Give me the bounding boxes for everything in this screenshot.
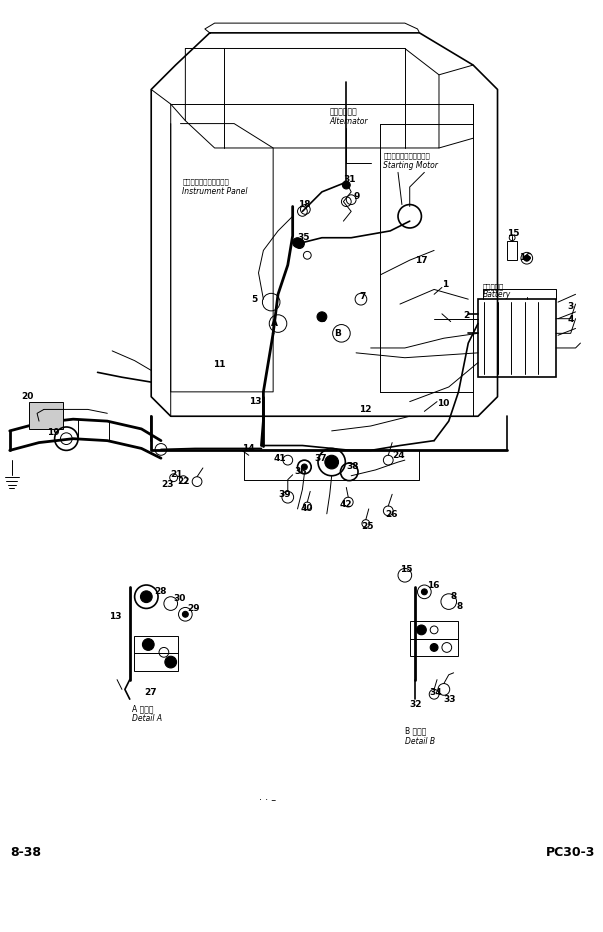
Text: 41: 41: [273, 454, 286, 462]
Text: 26: 26: [385, 511, 398, 519]
Text: 24: 24: [392, 451, 405, 459]
Bar: [30, 402, 63, 429]
Text: 33: 33: [444, 694, 456, 704]
Text: 1: 1: [442, 280, 448, 289]
Text: 11: 11: [213, 360, 225, 369]
Circle shape: [417, 625, 426, 635]
Text: A: A: [271, 319, 277, 328]
Circle shape: [524, 255, 529, 261]
Text: スターティングモーター: スターティングモーター: [384, 153, 430, 159]
Text: インスツルメントパネル: インスツルメントパネル: [183, 179, 229, 185]
Text: 27: 27: [144, 688, 157, 697]
Text: 34: 34: [429, 688, 442, 697]
Text: 9: 9: [353, 192, 359, 201]
Text: 31: 31: [343, 174, 356, 184]
Text: 37: 37: [314, 454, 327, 462]
Text: 5: 5: [251, 295, 258, 304]
Text: 12: 12: [359, 404, 371, 414]
Text: 8: 8: [450, 592, 457, 601]
Text: Instrument Panel: Instrument Panel: [183, 187, 248, 197]
Text: 22: 22: [177, 477, 190, 487]
Circle shape: [302, 464, 308, 470]
Bar: [134, 636, 177, 653]
Circle shape: [142, 638, 154, 651]
Text: · · –: · · –: [259, 795, 276, 804]
Text: 19: 19: [47, 429, 60, 437]
Circle shape: [292, 238, 303, 248]
Text: 28: 28: [154, 587, 166, 596]
Text: B: B: [334, 329, 341, 337]
Text: 8-38: 8-38: [10, 846, 41, 858]
Text: 38: 38: [346, 461, 359, 471]
Text: 25: 25: [361, 522, 373, 531]
Text: 13: 13: [109, 611, 122, 621]
Circle shape: [325, 455, 338, 469]
Text: 36: 36: [295, 467, 307, 476]
Text: Battery: Battery: [483, 290, 511, 299]
Circle shape: [421, 589, 428, 595]
Circle shape: [140, 591, 152, 603]
Text: 3: 3: [568, 302, 574, 310]
Circle shape: [343, 181, 350, 189]
Bar: [507, 240, 517, 260]
Bar: [478, 299, 556, 377]
Circle shape: [295, 239, 305, 249]
Bar: [134, 653, 177, 671]
Text: 42: 42: [339, 500, 352, 509]
Text: 29: 29: [188, 604, 200, 613]
Text: 8: 8: [456, 602, 463, 611]
Text: 35: 35: [297, 233, 310, 242]
Text: 2: 2: [463, 311, 470, 321]
Text: 16: 16: [428, 581, 440, 590]
Text: 39: 39: [278, 490, 291, 499]
Text: 15: 15: [400, 565, 412, 574]
Text: 18: 18: [297, 200, 310, 209]
Text: Detail A: Detail A: [131, 714, 162, 723]
Bar: [409, 638, 458, 656]
Text: Detail B: Detail B: [405, 736, 435, 746]
Text: B 詳細図: B 詳細図: [405, 727, 426, 736]
Text: 32: 32: [409, 700, 422, 708]
Text: 6: 6: [320, 315, 326, 324]
Bar: [409, 621, 458, 638]
Text: 40: 40: [300, 504, 313, 514]
Text: 23: 23: [161, 480, 174, 489]
Text: A 詳細図: A 詳細図: [131, 705, 153, 713]
Text: オルタネータ: オルタネータ: [330, 107, 358, 116]
Circle shape: [317, 312, 327, 322]
Text: PC30-3: PC30-3: [546, 846, 596, 858]
Text: 7: 7: [359, 292, 365, 301]
Text: 21: 21: [171, 471, 183, 479]
Circle shape: [183, 611, 188, 617]
Circle shape: [165, 656, 177, 668]
Text: 10: 10: [437, 399, 449, 408]
Text: Alternator: Alternator: [330, 117, 368, 126]
Text: 20: 20: [22, 392, 34, 402]
Circle shape: [430, 643, 438, 651]
Text: 16: 16: [519, 253, 531, 262]
Text: 17: 17: [415, 255, 427, 265]
Text: Starting Motor: Starting Motor: [384, 161, 438, 170]
Text: 15: 15: [507, 229, 520, 239]
Text: 14: 14: [242, 444, 254, 453]
Text: 4: 4: [568, 315, 574, 324]
Text: バッテリー: バッテリー: [483, 283, 504, 290]
Text: 13: 13: [249, 397, 261, 406]
Text: 30: 30: [174, 595, 186, 603]
